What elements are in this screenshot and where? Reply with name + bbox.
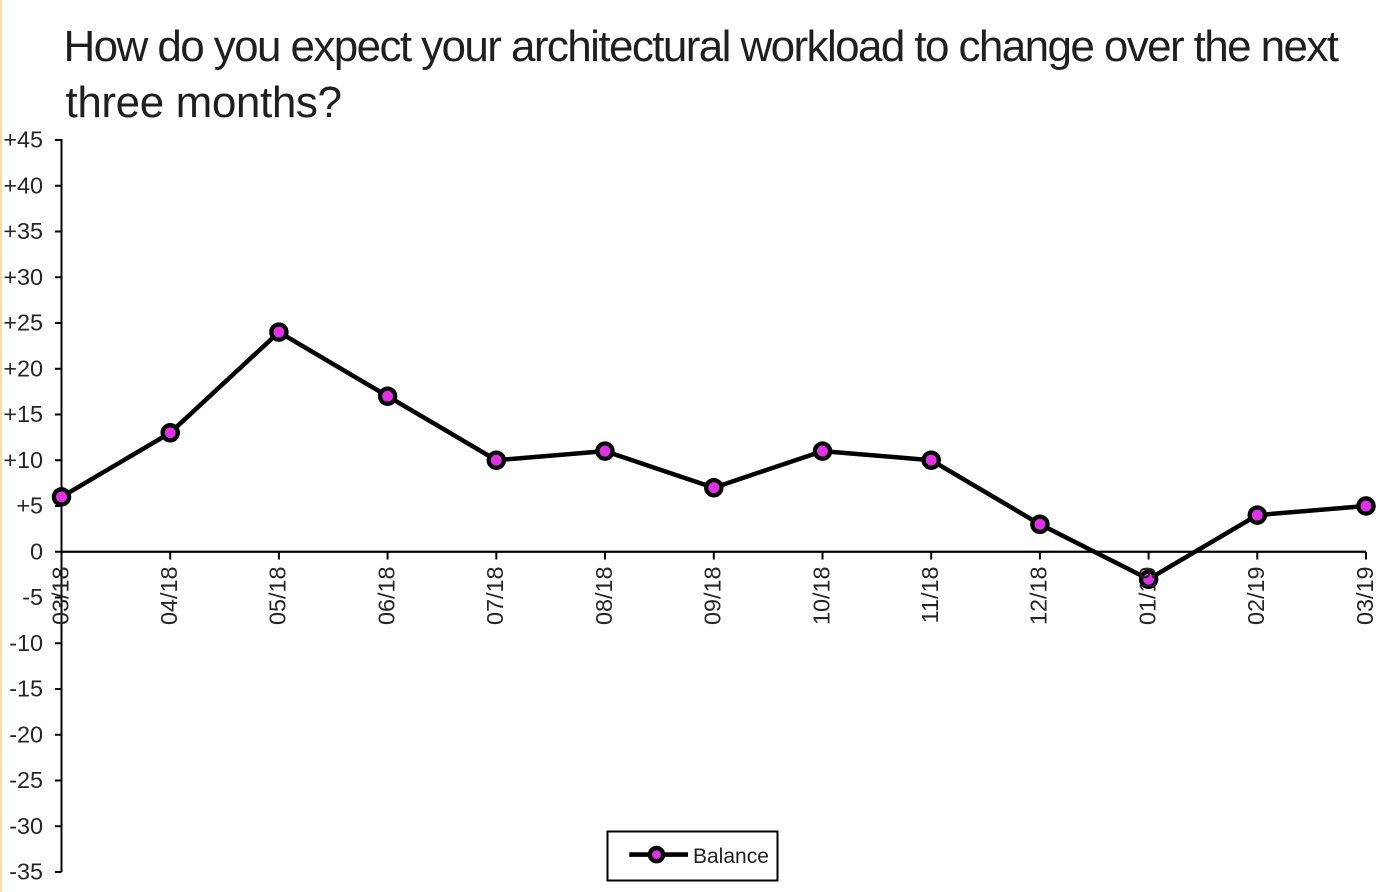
svg-text:06/18: 06/18 (373, 567, 399, 626)
svg-text:01/19: 01/19 (1134, 567, 1160, 626)
svg-text:three months?: three months? (66, 78, 342, 127)
svg-text:04/18: 04/18 (156, 567, 182, 626)
svg-text:+25: +25 (3, 310, 43, 336)
svg-text:10/18: 10/18 (808, 567, 834, 626)
svg-text:05/18: 05/18 (265, 567, 291, 626)
svg-text:+5: +5 (16, 493, 43, 519)
svg-text:07/18: 07/18 (482, 567, 508, 626)
svg-text:-35: -35 (9, 859, 43, 885)
svg-text:How do you expect your archite: How do you expect your architectural wor… (64, 22, 1339, 71)
svg-text:03/18: 03/18 (47, 567, 73, 626)
svg-text:12/18: 12/18 (1026, 567, 1052, 626)
svg-text:+15: +15 (3, 401, 43, 427)
svg-text:08/18: 08/18 (591, 567, 617, 626)
svg-text:02/19: 02/19 (1243, 567, 1269, 626)
svg-text:+30: +30 (3, 264, 43, 290)
svg-text:-30: -30 (9, 813, 43, 839)
svg-text:+45: +45 (3, 127, 43, 153)
svg-text:-15: -15 (9, 676, 43, 702)
svg-text:11/18: 11/18 (917, 567, 943, 624)
svg-text:0: 0 (30, 538, 43, 564)
svg-text:09/18: 09/18 (700, 567, 726, 626)
svg-text:+40: +40 (3, 172, 43, 198)
svg-text:+35: +35 (3, 218, 43, 244)
svg-text:-10: -10 (9, 630, 43, 656)
svg-text:Balance: Balance (693, 845, 769, 868)
svg-text:03/19: 03/19 (1352, 567, 1378, 626)
svg-text:-20: -20 (9, 721, 43, 747)
svg-text:-25: -25 (9, 767, 43, 793)
svg-text:+20: +20 (3, 355, 43, 381)
svg-text:+10: +10 (3, 447, 43, 473)
svg-text:-5: -5 (22, 584, 43, 610)
